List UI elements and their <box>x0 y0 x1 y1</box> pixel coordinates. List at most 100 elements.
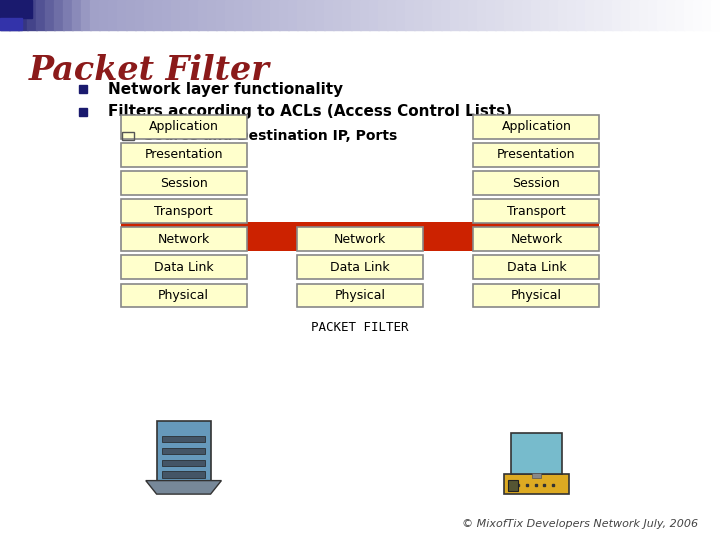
Bar <box>297 227 423 251</box>
Bar <box>558 0 569 30</box>
Polygon shape <box>145 481 222 494</box>
Bar <box>121 222 599 227</box>
Bar <box>171 0 181 30</box>
Bar <box>234 0 245 30</box>
Text: Source and Destination IP, Ports: Source and Destination IP, Ports <box>144 129 397 143</box>
Bar <box>450 0 461 30</box>
Bar <box>121 255 246 279</box>
Bar <box>474 171 599 195</box>
Bar <box>474 284 599 307</box>
Bar <box>279 0 289 30</box>
Bar <box>246 227 297 251</box>
Bar <box>684 0 694 30</box>
Bar <box>99 0 109 30</box>
Bar <box>157 421 210 481</box>
Bar <box>567 0 577 30</box>
Bar <box>243 0 253 30</box>
Bar <box>126 0 137 30</box>
Bar <box>657 0 667 30</box>
Bar <box>306 0 317 30</box>
Text: Transport: Transport <box>507 205 566 218</box>
Bar <box>0 18 22 30</box>
Text: Packet Filter: Packet Filter <box>29 54 270 87</box>
Bar <box>153 0 163 30</box>
Bar <box>576 0 586 30</box>
Bar <box>468 0 478 30</box>
Bar <box>297 284 423 307</box>
Bar <box>297 0 307 30</box>
Text: Network: Network <box>510 233 562 246</box>
Text: PACKET FILTER: PACKET FILTER <box>311 321 409 334</box>
Bar <box>531 0 541 30</box>
Bar <box>122 132 134 140</box>
Bar <box>675 0 685 30</box>
Bar <box>423 227 474 251</box>
Bar <box>504 0 514 30</box>
Bar <box>252 0 262 30</box>
Bar <box>474 255 599 279</box>
Bar <box>405 0 415 30</box>
Bar <box>639 0 649 30</box>
Bar <box>621 0 631 30</box>
Bar <box>474 227 599 251</box>
Bar <box>261 0 271 30</box>
Bar <box>163 436 204 442</box>
Bar <box>549 0 559 30</box>
Bar <box>72 0 82 30</box>
Bar <box>474 143 599 167</box>
Text: Network: Network <box>158 233 210 246</box>
Bar <box>121 115 246 139</box>
Bar <box>324 0 334 30</box>
Bar <box>351 0 361 30</box>
Bar <box>540 0 550 30</box>
Bar <box>121 171 246 195</box>
Bar <box>9 0 19 30</box>
Bar <box>474 199 599 223</box>
Text: Data Link: Data Link <box>507 261 566 274</box>
Bar <box>666 0 677 30</box>
Text: Physical: Physical <box>511 289 562 302</box>
Bar <box>163 471 204 478</box>
Bar <box>396 0 407 30</box>
Bar <box>315 0 325 30</box>
Bar <box>387 0 397 30</box>
Bar <box>441 0 451 30</box>
Bar <box>135 0 145 30</box>
Text: Data Link: Data Link <box>330 261 390 274</box>
Bar <box>189 0 199 30</box>
Bar <box>18 0 29 30</box>
Bar <box>423 0 433 30</box>
Bar <box>474 115 599 139</box>
Bar <box>121 143 246 167</box>
Text: Session: Session <box>160 177 207 190</box>
Bar <box>693 0 703 30</box>
Bar <box>522 0 532 30</box>
Bar <box>27 0 37 30</box>
Bar <box>459 0 469 30</box>
Bar <box>225 0 235 30</box>
Bar <box>513 0 523 30</box>
Bar <box>711 0 720 30</box>
Bar <box>117 0 127 30</box>
Text: Session: Session <box>513 177 560 190</box>
Bar <box>603 0 613 30</box>
Bar <box>594 0 604 30</box>
Bar <box>333 0 343 30</box>
Bar <box>648 0 658 30</box>
Bar <box>198 0 209 30</box>
Bar <box>486 0 497 30</box>
Bar <box>45 0 55 30</box>
Bar <box>0 0 11 30</box>
Text: Presentation: Presentation <box>144 148 223 161</box>
Bar <box>630 0 641 30</box>
Bar <box>163 448 204 454</box>
Bar <box>495 0 505 30</box>
Bar <box>477 0 487 30</box>
Bar <box>162 0 173 30</box>
Bar <box>378 0 389 30</box>
Bar <box>54 0 65 30</box>
Bar <box>508 480 518 491</box>
Text: Network layer functionality: Network layer functionality <box>108 82 343 97</box>
Text: Data Link: Data Link <box>154 261 213 274</box>
Bar <box>63 0 73 30</box>
